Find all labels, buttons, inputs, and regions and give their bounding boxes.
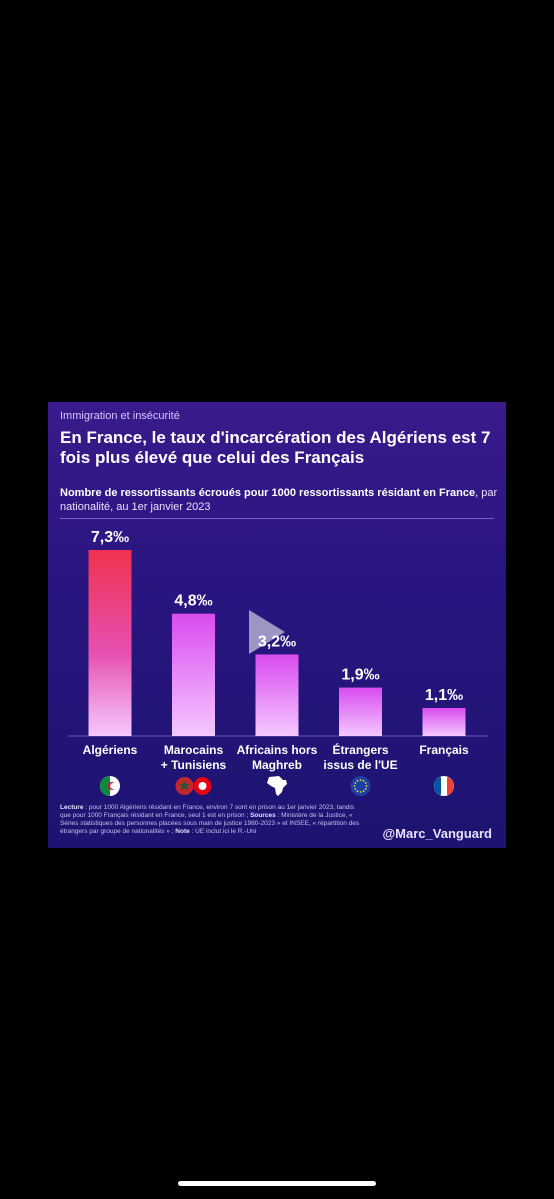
algeria-flag-icon (100, 776, 120, 796)
footnote-sources-label: Sources (250, 812, 276, 819)
footnote-sources-text: : Ministère de la Justice, « Séries stat… (60, 812, 360, 835)
value-label-3: 1,9‰ (341, 667, 379, 684)
category-label-2-line-1: Maghreb (252, 758, 302, 772)
category-label-0: Algériens (83, 743, 138, 757)
author-handle: @Marc_Vanguard (382, 826, 493, 841)
kicker: Immigration et insécurité (60, 410, 180, 422)
bar-0 (88, 550, 132, 736)
category-label-3-line-1: issus de l'UE (323, 758, 397, 772)
category-label-3-line-0: Étrangers (332, 742, 388, 757)
africa-map-icon (267, 776, 287, 796)
value-label-4: 1,1‰ (425, 687, 463, 704)
bar-4 (422, 707, 466, 736)
footnote-lecture-text: : pour 1000 Algériens résidant en France… (60, 804, 355, 819)
category-label-2-line-0: Africains hors (237, 743, 318, 757)
infographic-card: Immigration et insécurité En France, le … (48, 402, 506, 848)
category-label-1-line-0: Marocains (164, 743, 224, 757)
value-label-0: 7,3‰ (91, 529, 129, 546)
footnote: Lecture : pour 1000 Algériens résidant e… (60, 804, 360, 836)
bar-1 (172, 613, 215, 736)
chart-subtitle: Nombre de ressortissants écroués pour 10… (60, 486, 500, 514)
bar-2 (255, 654, 299, 736)
subtitle-bold: Nombre de ressortissants écroués pour 10… (60, 487, 476, 499)
category-label-4: Français (419, 743, 469, 757)
footnote-lecture-label: Lecture (60, 804, 84, 811)
morocco-tunisia-flags-icon (175, 777, 212, 795)
play-icon[interactable] (249, 610, 285, 654)
subtitle-rest: , par nationalité, au 1er janvier 2023 (60, 487, 498, 513)
eu-flag-icon (350, 776, 371, 796)
chart-title: En France, le taux d'incarcération des A… (60, 428, 491, 467)
home-indicator[interactable] (178, 1181, 376, 1186)
footnote-note-label: Note (175, 828, 190, 835)
value-label-1: 4,8‰ (174, 593, 212, 610)
divider (60, 518, 494, 519)
bar-3 (339, 687, 382, 736)
footnote-note-text: : UE inclut ici le R.-Uni (189, 828, 257, 835)
category-label-1-line-1: + Tunisiens (161, 758, 227, 772)
france-flag-icon (434, 776, 454, 796)
